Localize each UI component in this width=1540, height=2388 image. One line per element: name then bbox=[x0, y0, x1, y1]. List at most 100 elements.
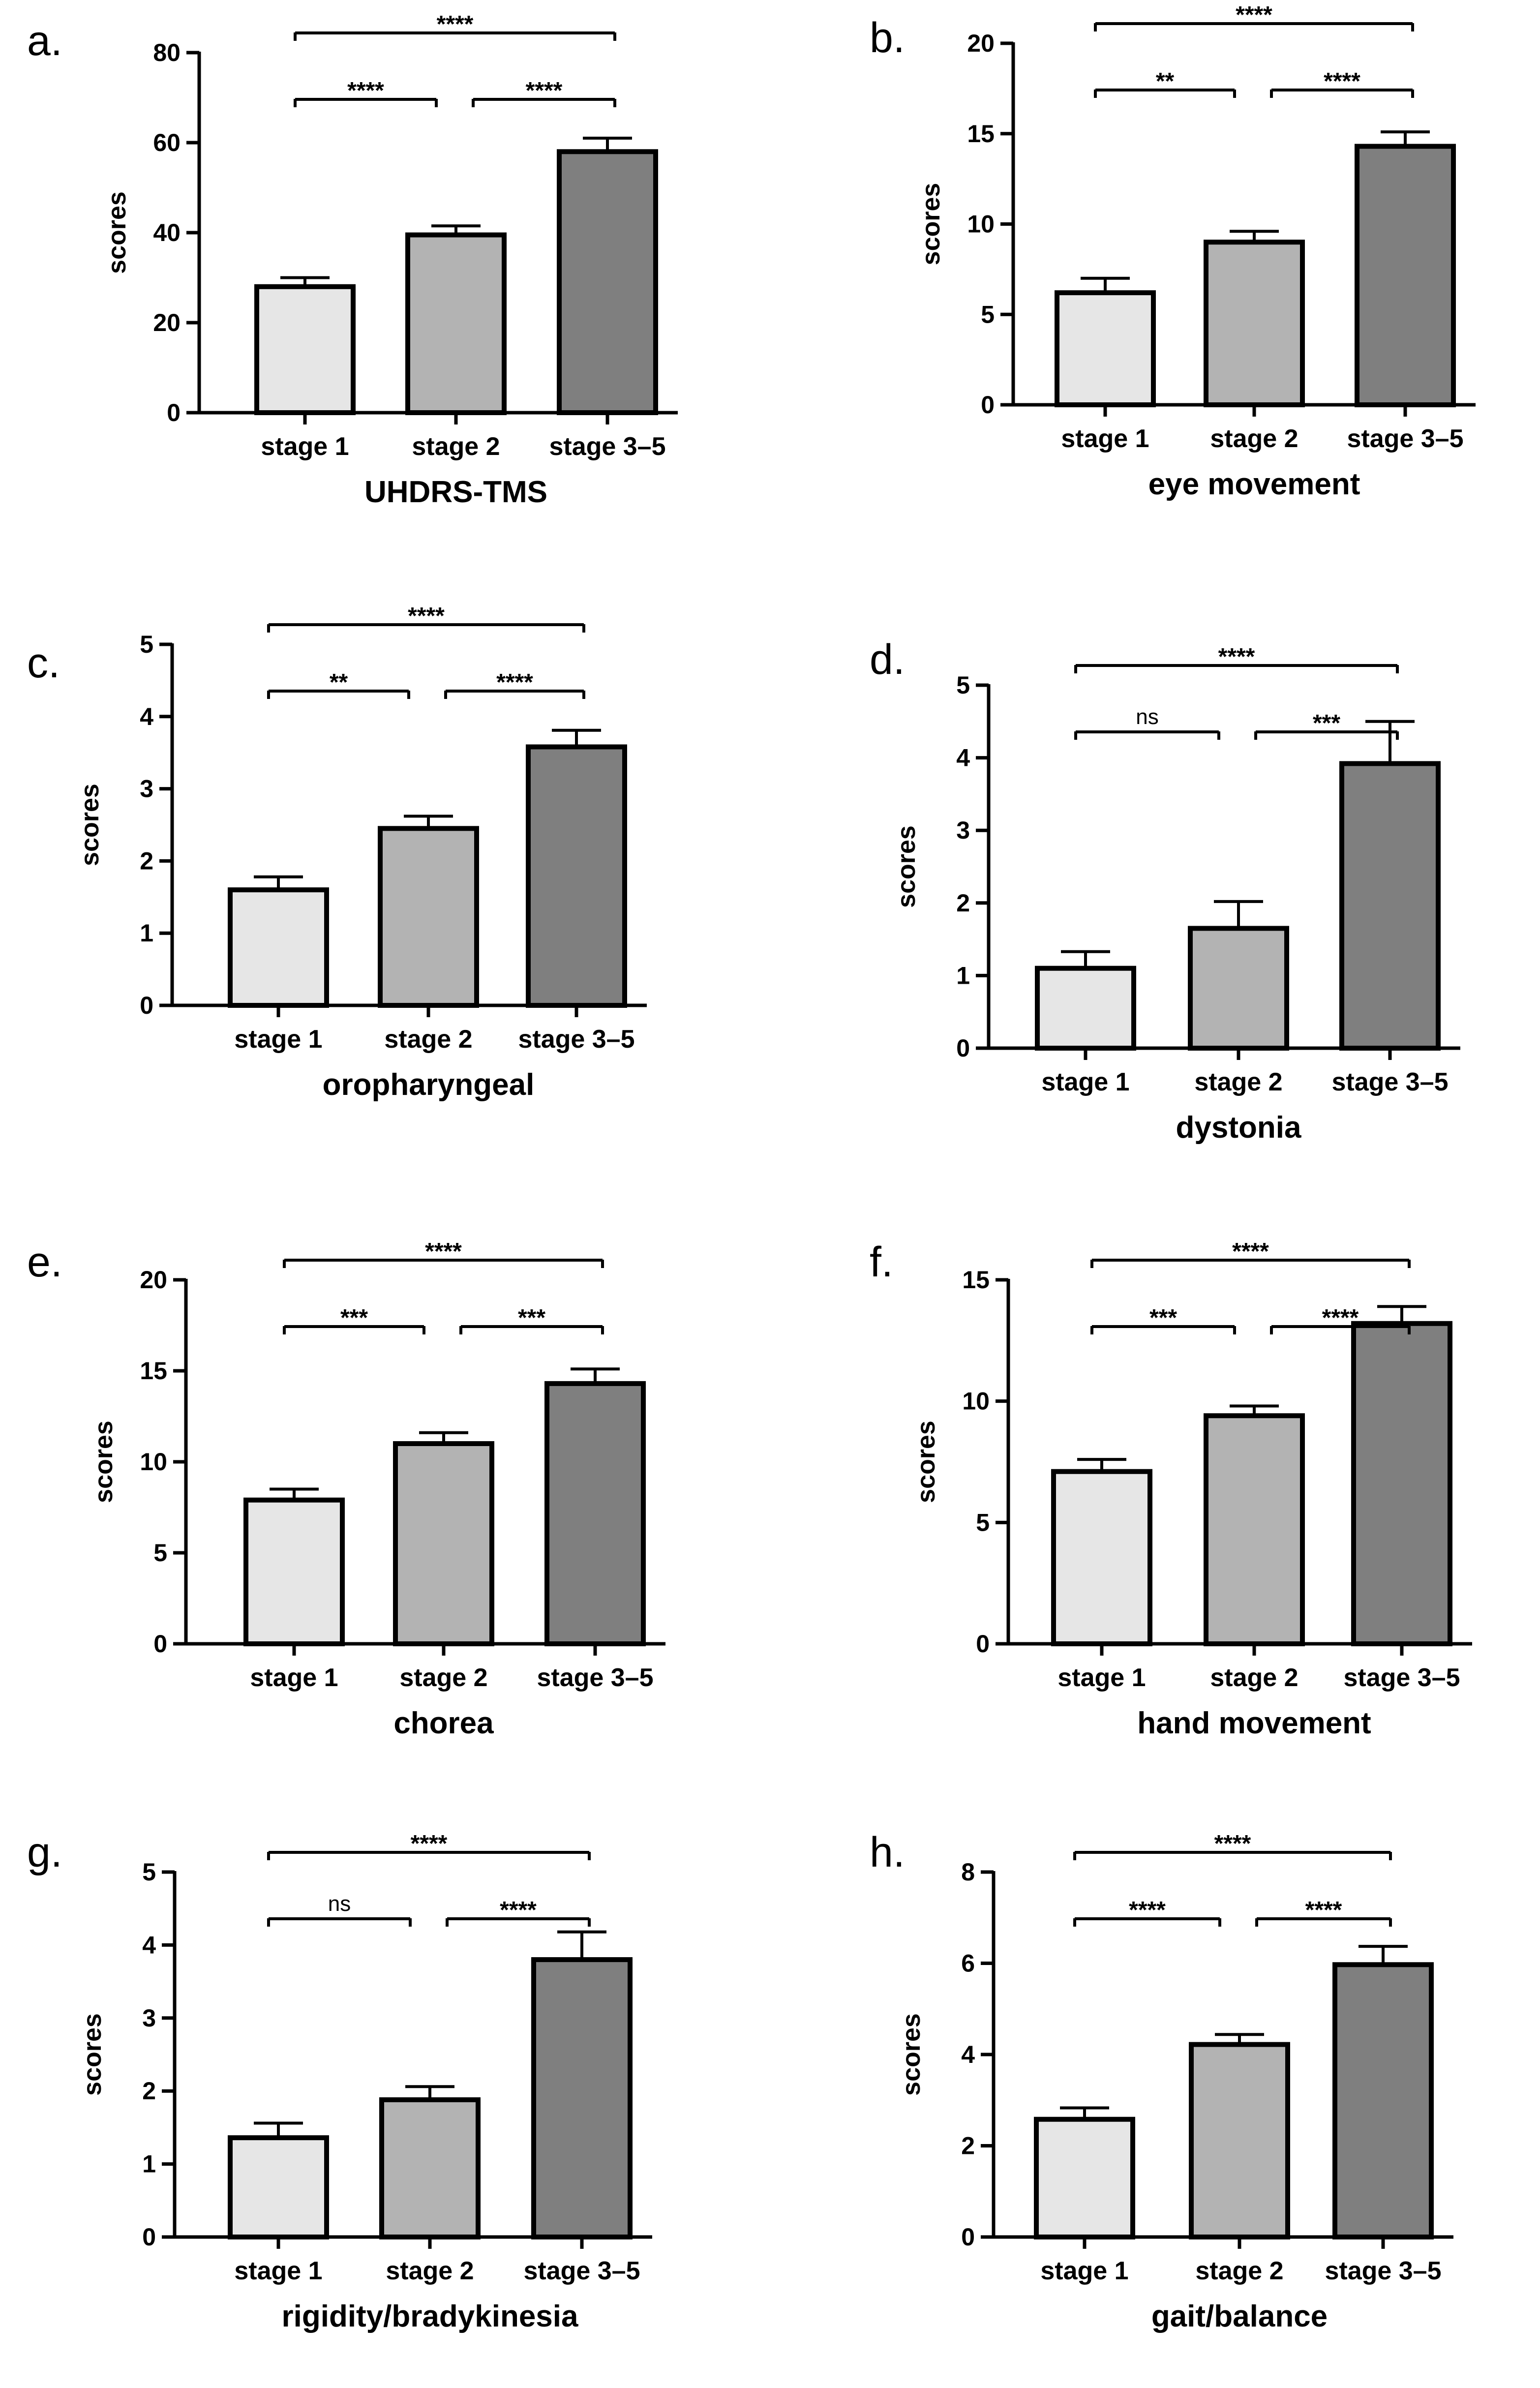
y-tick-label: 2 bbox=[961, 2132, 975, 2160]
category-label: stage 1 bbox=[1061, 424, 1149, 453]
y-tick-label: 20 bbox=[140, 1266, 167, 1294]
bar-2 bbox=[1189, 2042, 1290, 2240]
category-label: stage 2 bbox=[1195, 2257, 1283, 2285]
y-tick-label: 2 bbox=[956, 889, 970, 917]
bar-2 bbox=[379, 2097, 481, 2239]
bar-1 bbox=[1051, 1469, 1152, 1647]
panel-e-chorea: e. 0 5 10 15 20 scores stage 1 stage 2 stage 3–5 c… bbox=[27, 1239, 665, 1740]
panel-letter: b. bbox=[870, 14, 905, 61]
y-tick-label: 10 bbox=[140, 1448, 167, 1476]
y-tick-label: 15 bbox=[140, 1357, 167, 1385]
significance-label: **** bbox=[437, 11, 474, 37]
panel-letter: a. bbox=[27, 17, 62, 64]
category-label: stage 1 bbox=[1040, 2257, 1128, 2285]
category-label: stage 3–5 bbox=[523, 2257, 640, 2285]
panel-letter: h. bbox=[870, 1829, 905, 1876]
y-tick-label: 20 bbox=[153, 309, 181, 336]
bar-1 bbox=[228, 2135, 329, 2239]
bar-1 bbox=[1055, 290, 1156, 408]
significance-label: *** bbox=[340, 1305, 368, 1331]
significance-label: *** bbox=[1149, 1305, 1177, 1331]
bar-3 bbox=[1355, 144, 1456, 408]
y-axis-title: scores bbox=[892, 825, 921, 908]
y-axis-title: scores bbox=[78, 2013, 107, 2096]
category-label: stage 2 bbox=[1210, 1663, 1298, 1692]
bar-3 bbox=[526, 744, 627, 1008]
panel-d-dystonia: d. 0 1 2 3 4 5 scores stage 1 stage 2 stage 3–5 dys… bbox=[870, 636, 1460, 1145]
y-tick-label: 0 bbox=[976, 1630, 990, 1658]
x-axis-title: oropharyngeal bbox=[323, 1068, 535, 1102]
y-axis-title: scores bbox=[912, 1421, 940, 1503]
y-tick-label: 0 bbox=[167, 399, 181, 426]
y-tick-label: 5 bbox=[142, 1858, 156, 1886]
bar-1 bbox=[254, 284, 356, 415]
significance-label: **** bbox=[1232, 1239, 1269, 1265]
category-label: stage 3–5 bbox=[1347, 424, 1463, 453]
y-tick-label: 0 bbox=[961, 2223, 975, 2251]
bar-3 bbox=[544, 1381, 646, 1646]
y-axis-title: scores bbox=[90, 1421, 118, 1503]
y-tick-label: 4 bbox=[961, 2041, 975, 2068]
y-tick-label: 1 bbox=[140, 919, 153, 947]
y-tick-label: 15 bbox=[962, 1266, 990, 1294]
bar-3 bbox=[531, 1957, 633, 2240]
significance-label: *** bbox=[518, 1305, 545, 1331]
category-label: stage 1 bbox=[261, 432, 349, 461]
y-tick-label: 0 bbox=[153, 1630, 167, 1658]
y-axis-title: scores bbox=[897, 2013, 926, 2096]
significance-label: **** bbox=[526, 78, 563, 104]
y-tick-label: 40 bbox=[153, 219, 181, 246]
y-tick-label: 0 bbox=[981, 391, 995, 419]
category-label: stage 1 bbox=[1041, 1068, 1129, 1096]
panel-c-oropharyngeal: c. 0 1 2 3 4 5 scores stage 1 stage 2 stage 3–5 oro… bbox=[27, 603, 647, 1102]
y-tick-label: 3 bbox=[956, 816, 970, 844]
y-tick-label: 5 bbox=[956, 671, 970, 699]
bar-2 bbox=[405, 232, 507, 415]
y-tick-label: 5 bbox=[976, 1509, 990, 1536]
x-axis-title: UHDRS-TMS bbox=[364, 475, 547, 509]
panel-letter: g. bbox=[27, 1829, 62, 1876]
y-tick-label: 10 bbox=[962, 1388, 990, 1415]
y-tick-label: 0 bbox=[142, 2223, 156, 2251]
y-tick-label: 10 bbox=[967, 211, 995, 238]
significance-label: **** bbox=[411, 1831, 448, 1857]
panel-h-gait-balance: h. 0 2 4 6 8 scores stage 1 stage 2 stage 3–5 gait… bbox=[870, 1829, 1453, 2333]
bar-2 bbox=[378, 826, 479, 1008]
category-label: stage 2 bbox=[399, 1663, 487, 1692]
y-tick-label: 6 bbox=[961, 1950, 975, 1977]
x-axis-title: eye movement bbox=[1148, 467, 1360, 501]
y-tick-label: 1 bbox=[956, 962, 970, 989]
category-label: stage 2 bbox=[412, 432, 500, 461]
y-tick-label: 60 bbox=[153, 129, 181, 156]
x-axis-title: rigidity/bradykinesia bbox=[282, 2299, 579, 2333]
category-label: stage 2 bbox=[386, 2257, 474, 2285]
significance-label: *** bbox=[1313, 710, 1340, 736]
y-axis-title: scores bbox=[917, 183, 945, 266]
category-label: stage 3–5 bbox=[518, 1025, 634, 1054]
x-axis-title: dystonia bbox=[1176, 1111, 1301, 1145]
bar-3 bbox=[557, 149, 658, 415]
y-tick-label: 5 bbox=[140, 631, 153, 658]
bar-3 bbox=[1351, 1321, 1452, 1647]
significance-label: **** bbox=[1218, 644, 1255, 670]
bar-2 bbox=[1204, 1413, 1305, 1646]
significance-label: **** bbox=[1214, 1831, 1251, 1857]
significance-label: **** bbox=[347, 78, 384, 104]
significance-label: ** bbox=[1156, 68, 1175, 94]
category-label: stage 3–5 bbox=[1343, 1663, 1460, 1692]
significance-label: **** bbox=[408, 603, 445, 629]
y-tick-label: 1 bbox=[142, 2150, 156, 2178]
category-label: stage 1 bbox=[250, 1663, 338, 1692]
category-label: stage 1 bbox=[234, 1025, 322, 1054]
bar-3 bbox=[1339, 761, 1441, 1051]
bar-2 bbox=[393, 1441, 494, 1646]
bar-2 bbox=[1188, 926, 1289, 1051]
category-label: stage 2 bbox=[1210, 424, 1298, 453]
x-axis-title: hand movement bbox=[1137, 1706, 1371, 1740]
panel-letter: e. bbox=[27, 1239, 62, 1286]
bar-1 bbox=[1034, 2116, 1135, 2240]
y-tick-label: 4 bbox=[142, 1931, 156, 1959]
y-tick-label: 3 bbox=[142, 2004, 156, 2032]
significance-label: **** bbox=[1129, 1897, 1166, 1923]
